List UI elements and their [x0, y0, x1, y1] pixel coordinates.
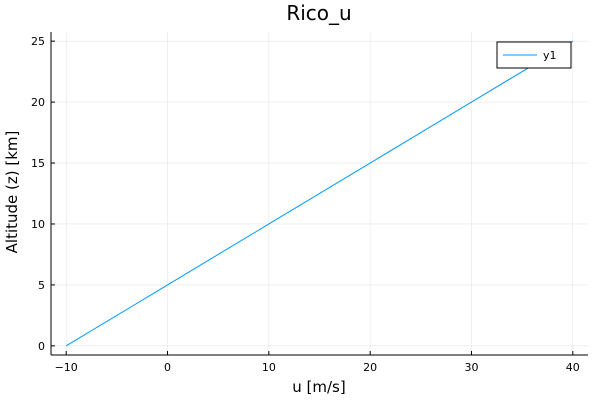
- y-tick-label: 0: [38, 340, 45, 353]
- x-tick-label: 10: [262, 361, 276, 374]
- x-tick-label: 30: [464, 361, 478, 374]
- y-axis-title: Altitude (z) [km]: [3, 131, 21, 254]
- x-tick-label: 40: [566, 361, 580, 374]
- legend: y1: [496, 41, 572, 69]
- y-tick-label: 20: [31, 96, 45, 109]
- y-tick-label: 10: [31, 218, 45, 231]
- x-tick-label: −10: [55, 361, 78, 374]
- x-axis-ticks: −10 0 10 20 30 40: [55, 351, 580, 374]
- y-tick-label: 25: [31, 35, 45, 48]
- x-tick-label: 0: [164, 361, 171, 374]
- legend-label-y1: y1: [543, 49, 557, 62]
- y-axis-ticks: 0 5 10 15 20 25: [31, 35, 55, 353]
- y-tick-label: 15: [31, 157, 45, 170]
- chart-title: Rico_u: [286, 1, 351, 25]
- grid: [51, 32, 588, 355]
- series-layer: [65, 40, 574, 347]
- series-line-y1: [65, 40, 574, 347]
- y-tick-label: 5: [38, 279, 45, 292]
- axes: [50, 32, 588, 356]
- x-tick-label: 20: [363, 361, 377, 374]
- x-axis-title: u [m/s]: [292, 378, 345, 396]
